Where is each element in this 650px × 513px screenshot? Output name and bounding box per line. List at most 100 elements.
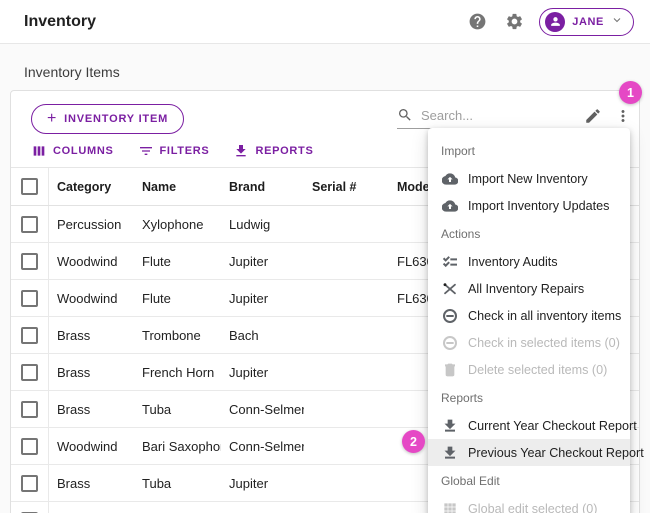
cell-category: Brass — [57, 327, 91, 343]
search-box — [397, 107, 565, 129]
menu-section-actions: Actions — [441, 226, 481, 241]
menu-section-import: Import — [441, 143, 476, 158]
menu-item-label: Previous Year Checkout Report — [468, 445, 644, 460]
menu-item-current-year-checkout-report[interactable]: Current Year Checkout Report — [428, 412, 637, 439]
menu-item-label: Import New Inventory — [468, 171, 588, 186]
menu-item-label: All Inventory Repairs — [468, 281, 585, 296]
download-icon — [441, 444, 459, 462]
download-icon — [441, 417, 459, 435]
menu-item-import-inventory-updates[interactable]: Import Inventory Updates — [428, 192, 630, 219]
menu-item-label: Global edit selected (0) — [468, 501, 598, 513]
cell-brand: Bach — [229, 327, 259, 343]
trash-icon — [441, 361, 459, 379]
columns-button[interactable]: COLUMNS — [31, 143, 114, 159]
cell-model: FL630 — [397, 290, 434, 306]
cell-name: Trombone — [142, 327, 201, 343]
user-avatar — [545, 11, 566, 32]
menu-item-check-in-all[interactable]: Check in all inventory items — [428, 302, 630, 329]
row-checkbox[interactable] — [21, 326, 38, 344]
cell-name: Tuba — [142, 401, 172, 417]
section-title: Inventory Items — [24, 64, 120, 80]
help-icon[interactable] — [465, 10, 489, 34]
row-checkbox[interactable] — [21, 289, 38, 307]
search-input[interactable] — [421, 107, 565, 123]
download-icon — [236, 145, 247, 157]
row-checkbox[interactable] — [21, 437, 38, 455]
menu-item-label: Current Year Checkout Report — [468, 418, 637, 433]
row-checkbox[interactable] — [21, 215, 38, 233]
select-all-checkbox[interactable] — [21, 178, 38, 195]
kebab-dropdown-menu: Import Import New Inventory Import Inven… — [428, 128, 644, 513]
header-actions: JANE — [465, 7, 634, 36]
row-checkbox[interactable] — [21, 400, 38, 418]
menu-item-label: Import Inventory Updates — [468, 198, 610, 213]
col-brand: Brand — [229, 179, 266, 194]
cloud-upload-icon — [441, 170, 459, 188]
page-title: Inventory — [24, 12, 97, 30]
col-serial: Serial # — [312, 179, 357, 194]
row-checkbox[interactable] — [21, 474, 38, 492]
more-options-kebab-icon[interactable] — [611, 104, 635, 128]
cell-category: Woodwind — [57, 253, 118, 269]
cell-category: Percussion — [57, 216, 122, 232]
cell-brand: Ludwig — [229, 216, 271, 232]
menu-section-global-edit: Global Edit — [441, 473, 500, 488]
cell-name: Flute — [142, 290, 171, 306]
cell-brand: Conn-Selmer — [229, 438, 304, 454]
cell-name: Xylophone — [142, 216, 204, 232]
row-checkbox[interactable] — [21, 511, 38, 513]
cell-category: Brass — [57, 475, 91, 491]
menu-item-check-in-selected[interactable]: Check in selected items (0) — [428, 329, 630, 356]
cell-category: Woodwind — [57, 438, 118, 454]
app-header: Inventory JANE — [0, 0, 650, 44]
edit-pencil-icon[interactable] — [581, 104, 605, 128]
menu-item-delete-selected[interactable]: Delete selected items (0) — [428, 356, 630, 383]
add-inventory-item-label: INVENTORY ITEM — [64, 113, 169, 125]
filters-label: FILTERS — [159, 145, 210, 157]
cell-brand: Conn-Selmer — [229, 401, 304, 417]
annotation-badge-2: 2 — [402, 430, 425, 453]
menu-item-global-edit-selected[interactable]: Global edit selected (0) — [428, 495, 630, 513]
col-name: Name — [142, 179, 177, 194]
reports-button[interactable]: REPORTS — [233, 143, 313, 159]
menu-item-import-new-inventory[interactable]: Import New Inventory — [428, 165, 630, 192]
cell-model: FL630 — [397, 253, 434, 269]
menu-item-label: Inventory Audits — [468, 254, 558, 269]
cell-name: French Horn — [142, 364, 215, 380]
col-model: Model — [397, 179, 434, 194]
chevron-down-icon — [611, 13, 623, 31]
audit-checklist-icon — [441, 253, 459, 271]
menu-item-inventory-audits[interactable]: Inventory Audits — [428, 248, 630, 275]
reports-label: REPORTS — [255, 145, 314, 157]
search-icon — [399, 109, 411, 121]
table-row[interactable] — [11, 502, 639, 513]
cell-category: Brass — [57, 401, 91, 417]
table-toolbar: COLUMNS FILTERS REPORTS — [31, 143, 314, 159]
user-name: JANE — [572, 15, 604, 28]
user-menu-button[interactable]: JANE — [539, 7, 634, 36]
row-checkbox[interactable] — [21, 363, 38, 381]
cell-brand: Jupiter — [229, 364, 269, 380]
cell-brand: Jupiter — [229, 475, 269, 491]
circle-minus-icon — [441, 307, 459, 325]
row-checkbox[interactable] — [21, 252, 38, 270]
menu-item-previous-year-checkout-report[interactable]: Previous Year Checkout Report — [428, 439, 644, 466]
filters-button[interactable]: FILTERS — [138, 143, 210, 159]
cell-name: Bari Saxophone — [142, 438, 221, 454]
add-inventory-item-button[interactable]: + INVENTORY ITEM — [31, 104, 185, 134]
crossed-tools-icon — [441, 280, 459, 298]
cell-name: Tuba — [142, 475, 172, 491]
grid-dashed-icon — [441, 500, 459, 513]
menu-item-all-inventory-repairs[interactable]: All Inventory Repairs — [428, 275, 630, 302]
cloud-upload-icon — [441, 197, 459, 215]
cell-brand: Jupiter — [229, 290, 269, 306]
col-category: Category — [57, 179, 112, 194]
filter-icon — [139, 147, 152, 155]
menu-item-label: Check in selected items (0) — [468, 335, 620, 350]
cell-category: Brass — [57, 364, 91, 380]
settings-gear-icon[interactable] — [502, 10, 526, 34]
columns-icon — [33, 146, 45, 156]
menu-item-label: Delete selected items (0) — [468, 362, 608, 377]
columns-label: COLUMNS — [53, 145, 114, 157]
